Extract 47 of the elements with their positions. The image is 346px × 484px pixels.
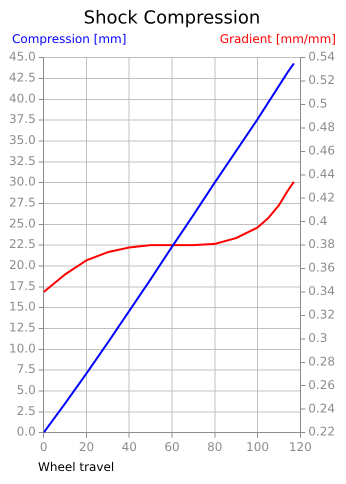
x-axis-title: Wheel travel [38, 460, 114, 474]
y2-tick-label: 0.4 [308, 214, 328, 228]
y2-axis-title: Gradient [mm/mm] [220, 32, 336, 46]
y2-tick-label: 0.54 [308, 50, 335, 64]
y-tick-label: 0.0 [16, 424, 36, 439]
y-tick-label: 35.0 [9, 133, 36, 148]
y-tick-label: 32.5 [9, 154, 36, 168]
y-tick-label: 17.5 [9, 278, 36, 293]
y-tick-label: 2.5 [16, 404, 36, 418]
y2-tick-label: 0.46 [308, 143, 335, 158]
y2-tick-label: 0.48 [308, 120, 335, 134]
y2-tick-label: 0.5 [308, 96, 328, 111]
y2-tick-label: 0.32 [308, 308, 335, 322]
y-tick-label: 45.0 [9, 50, 36, 64]
y-tick-label: 20.0 [9, 258, 36, 272]
y-tick-label: 30.0 [9, 174, 36, 189]
x-tick-label: 40 [122, 440, 137, 454]
y2-tick-label: 0.3 [308, 330, 328, 345]
y2-tick-label: 0.42 [308, 190, 335, 204]
x-tick-label: 80 [207, 440, 222, 454]
y-tick-label: 25.0 [9, 216, 36, 230]
y-tick-label: 10.0 [9, 341, 36, 356]
y2-tick-label: 0.34 [308, 284, 335, 298]
x-tick-label: 20 [78, 440, 94, 454]
y-tick-label: 40.0 [9, 91, 36, 106]
y2-tick-label: 0.52 [308, 73, 335, 88]
chart-title: Shock Compression [84, 7, 260, 28]
y2-tick-label: 0.36 [308, 260, 335, 275]
y-tick-label: 5.0 [16, 383, 36, 398]
x-tick-label: 60 [164, 440, 180, 454]
y2-tick-label: 0.24 [308, 401, 335, 416]
y-tick-label: 7.5 [16, 362, 36, 376]
y-tick-label: 15.0 [9, 300, 36, 314]
y2-tick-label: 0.26 [308, 378, 335, 392]
x-tick-label: 120 [288, 440, 312, 454]
y-tick-label: 37.5 [9, 112, 36, 126]
y-axis-title: Compression [mm] [12, 32, 126, 46]
x-tick-label: 0 [40, 440, 48, 454]
y2-tick-label: 0.44 [308, 166, 335, 181]
y-tick-label: 12.5 [9, 320, 36, 335]
y-tick-label: 27.5 [9, 196, 36, 210]
x-tick-label: 100 [246, 440, 269, 454]
y2-tick-label: 0.22 [308, 424, 335, 439]
y2-tick-label: 0.28 [308, 354, 335, 368]
y-tick-label: 22.5 [9, 237, 36, 252]
y-tick-label: 42.5 [9, 70, 36, 85]
y2-tick-label: 0.38 [308, 237, 335, 252]
